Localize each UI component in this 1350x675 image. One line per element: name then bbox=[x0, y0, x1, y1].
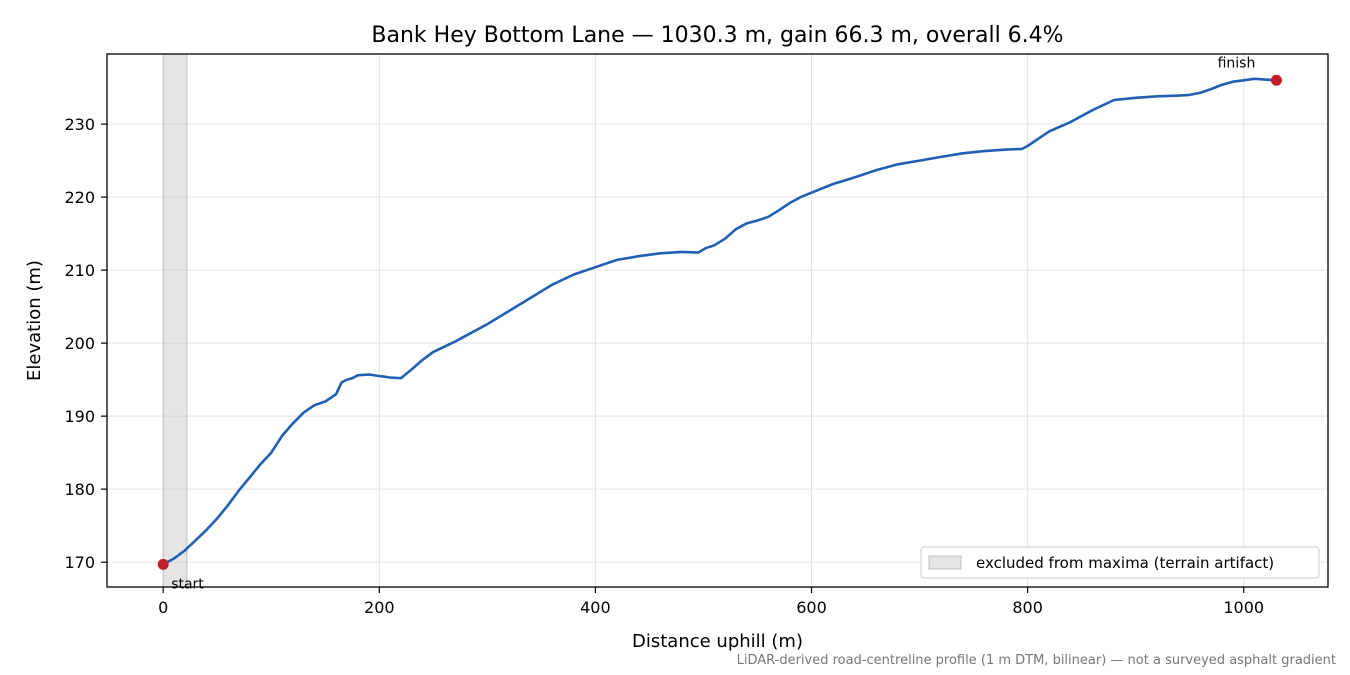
x-tick-label: 200 bbox=[364, 598, 395, 617]
legend-label: excluded from maxima (terrain artifact) bbox=[976, 554, 1274, 572]
x-tick-label: 800 bbox=[1012, 598, 1043, 617]
tick-layer: 0 200 400 600 800 1000 170 180 190 200 210 220 230 bbox=[64, 115, 1264, 617]
y-tick-label: 180 bbox=[64, 480, 95, 499]
y-tick-label: 170 bbox=[64, 553, 95, 572]
y-tick-label: 230 bbox=[64, 115, 95, 134]
y-axis-label: Elevation (m) bbox=[24, 260, 45, 381]
x-tick-label: 400 bbox=[580, 598, 611, 617]
start-label: start bbox=[171, 576, 204, 592]
x-tick-label: 1000 bbox=[1223, 598, 1264, 617]
finish-label: finish bbox=[1218, 55, 1256, 71]
start-marker bbox=[157, 558, 169, 570]
plot-frame bbox=[106, 53, 1329, 588]
y-tick-label: 200 bbox=[64, 334, 95, 353]
x-axis-label: Distance uphill (m) bbox=[632, 631, 803, 652]
y-tick-label: 190 bbox=[64, 407, 95, 426]
chart-title: Bank Hey Bottom Lane — 1030.3 m, gain 66… bbox=[371, 23, 1063, 48]
grid-layer bbox=[107, 54, 1328, 587]
y-tick-label: 220 bbox=[64, 188, 95, 207]
legend-box bbox=[920, 546, 1320, 579]
legend-swatch bbox=[928, 555, 962, 570]
y-tick-label: 210 bbox=[64, 261, 95, 280]
x-tick-label: 600 bbox=[796, 598, 827, 617]
legend: excluded from maxima (terrain artifact) bbox=[920, 546, 1320, 579]
elevation-line bbox=[162, 77, 1277, 566]
finish-marker bbox=[1270, 74, 1282, 86]
source-caption: LiDAR-derived road-centreline profile (1… bbox=[736, 653, 1336, 668]
excluded-band bbox=[162, 53, 188, 588]
x-tick-label: 0 bbox=[158, 598, 168, 617]
